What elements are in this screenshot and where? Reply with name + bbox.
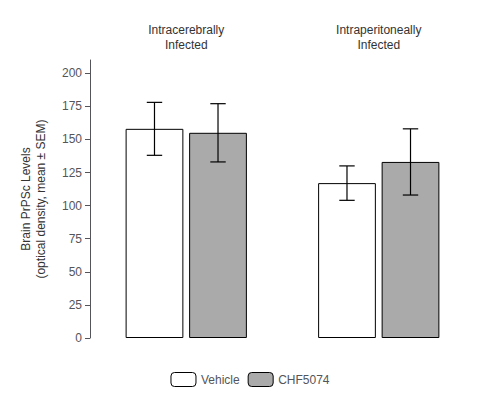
svg-text:50: 50 [69, 265, 83, 279]
svg-text:25: 25 [69, 298, 83, 312]
svg-text:175: 175 [62, 99, 82, 113]
svg-text:Infected: Infected [357, 38, 400, 52]
svg-text:125: 125 [62, 166, 82, 180]
svg-text:100: 100 [62, 199, 82, 213]
svg-text:Intraperitoneally: Intraperitoneally [336, 23, 421, 37]
svg-text:Infected: Infected [165, 38, 208, 52]
svg-text:75: 75 [69, 232, 83, 246]
svg-text:200: 200 [62, 66, 82, 80]
svg-text:(optical density, mean ± SEM): (optical density, mean ± SEM) [34, 119, 48, 278]
svg-text:CHF5074: CHF5074 [278, 373, 330, 387]
svg-text:Intracerebrally: Intracerebrally [148, 23, 224, 37]
svg-text:Vehicle: Vehicle [201, 373, 240, 387]
svg-text:Brain PrPSc Levels: Brain PrPSc Levels [19, 147, 33, 250]
svg-text:0: 0 [75, 331, 82, 345]
svg-text:150: 150 [62, 132, 82, 146]
